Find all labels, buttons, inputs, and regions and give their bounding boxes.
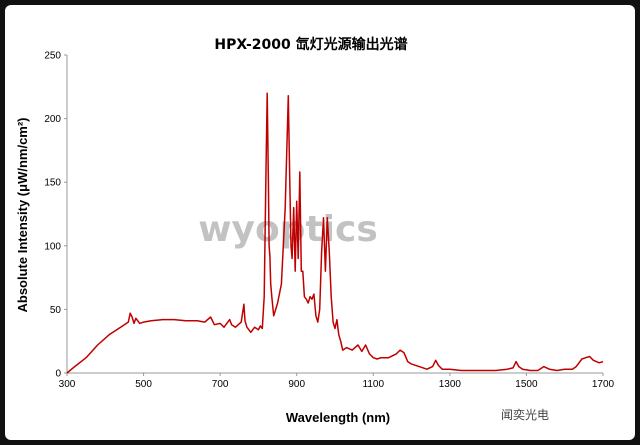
x-tick-label: 300 xyxy=(59,379,76,390)
y-tick-label: 0 xyxy=(55,369,61,380)
x-tick-label: 1300 xyxy=(439,379,462,390)
x-tick-label: 500 xyxy=(135,379,152,390)
y-axis-label: Absolute Intensity (μW/nm/cm²) xyxy=(15,117,30,312)
signature-text: 闻奕光电 xyxy=(501,407,549,422)
chart-title: HPX-2000 氙灯光源输出光谱 xyxy=(214,36,407,53)
y-tick-label: 200 xyxy=(44,114,61,125)
x-tick-label: 700 xyxy=(212,379,229,390)
y-tick-label: 50 xyxy=(50,305,62,316)
watermark-text: wyoptics xyxy=(198,209,378,250)
x-tick-label: 900 xyxy=(288,379,305,390)
x-tick-label: 1700 xyxy=(592,379,615,390)
series-line xyxy=(66,92,604,374)
x-axis-label: Wavelength (nm) xyxy=(286,410,390,425)
y-axis-ticks: 0 50 100 150 200 250 xyxy=(44,51,67,380)
chart-frame: HPX-2000 氙灯光源输出光谱 0 50 100 150 200 250 300 500… xyxy=(5,5,635,440)
y-tick-label: 100 xyxy=(44,241,61,252)
x-axis-ticks: 300 500 700 900 1100 1300 1500 1700 xyxy=(59,373,615,390)
y-tick-label: 150 xyxy=(44,178,61,189)
spectrum-chart: HPX-2000 氙灯光源输出光谱 0 50 100 150 200 250 300 500… xyxy=(15,36,615,425)
y-tick-label: 250 xyxy=(44,51,61,62)
x-tick-label: 1500 xyxy=(515,379,538,390)
x-tick-label: 1100 xyxy=(363,379,385,390)
